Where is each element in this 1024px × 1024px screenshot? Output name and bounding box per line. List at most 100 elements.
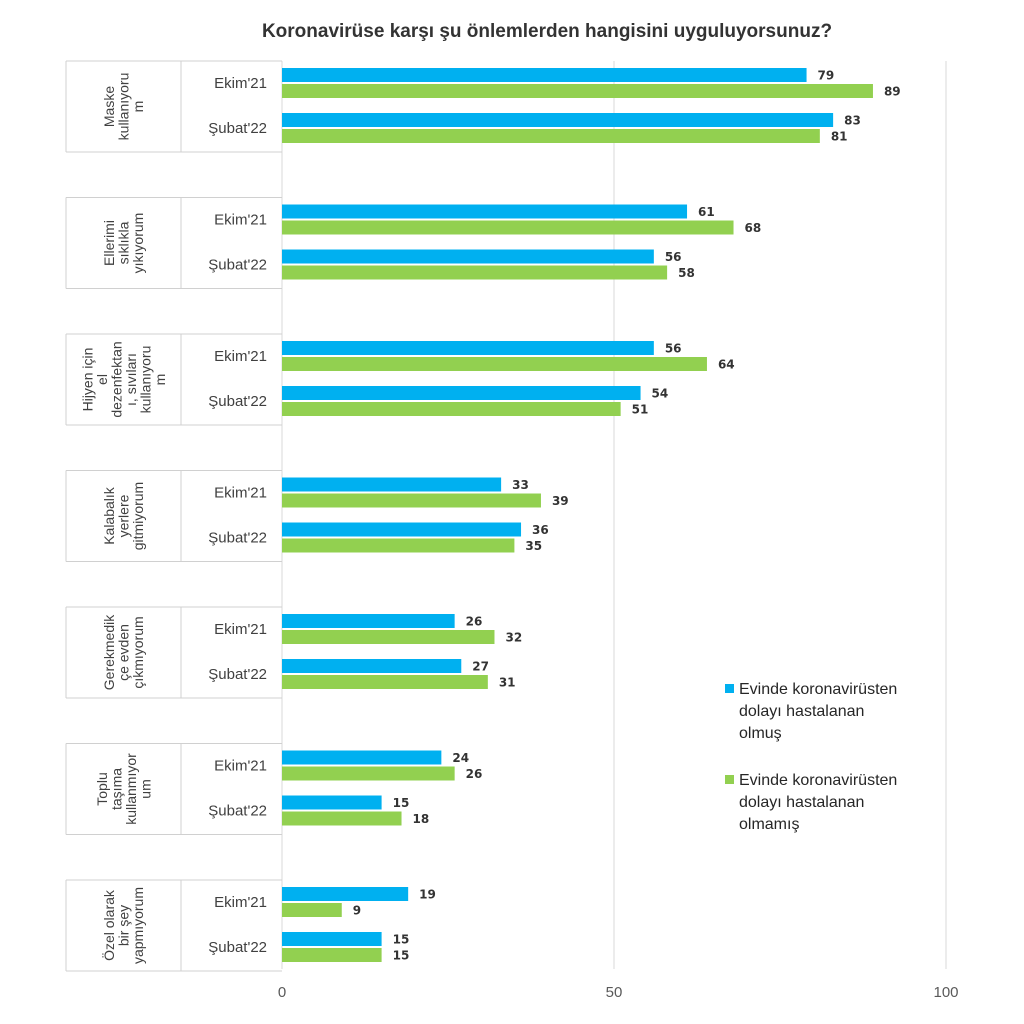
category-label-line: Kalabalık — [101, 486, 117, 545]
tick-label-0: 0 — [278, 984, 286, 1001]
period-label: Ekim'21 — [214, 758, 267, 775]
bar-green — [282, 84, 873, 98]
category-label-line: m — [130, 101, 146, 113]
data-label: 36 — [532, 523, 549, 537]
data-label: 58 — [678, 266, 695, 280]
category-label-line: gitmiyorum — [130, 482, 146, 550]
data-label: 15 — [393, 796, 410, 810]
data-label: 9 — [353, 904, 361, 918]
legend: Evinde koronavirüsten dolayı hastalanan ol… — [725, 681, 897, 833]
period-label: Şubat'22 — [208, 530, 267, 547]
data-label: 35 — [525, 539, 542, 553]
category-label-line: el — [94, 374, 110, 385]
category-label-line: bir şey — [116, 905, 132, 946]
bar-blue — [282, 249, 654, 264]
category-label-line: yıkıyorum — [130, 213, 146, 274]
bar-green — [282, 811, 402, 826]
bar-blue — [282, 113, 834, 127]
legend-label-line: dolayı hastalanan — [739, 794, 864, 811]
category-label-line: Ellerimi — [101, 220, 117, 266]
legend-label-line: Evinde koronavirüsten — [739, 772, 897, 789]
period-label: Şubat'22 — [208, 666, 267, 683]
data-label: 56 — [665, 342, 682, 356]
legend-label-line: olmuş — [739, 725, 782, 742]
data-label: 32 — [505, 631, 522, 645]
data-label: 26 — [466, 615, 483, 629]
category-label-2: Hijyen içineldezenfektanı, sıvılarıkulla… — [79, 341, 168, 417]
bar-blue — [282, 795, 382, 810]
bar-green — [282, 357, 707, 371]
period-label: Ekim'21 — [214, 348, 267, 365]
data-label: 54 — [652, 387, 669, 401]
category-label-line: Hijyen için — [79, 348, 95, 412]
tick-label-100: 100 — [933, 984, 958, 1001]
bar-green — [282, 766, 455, 781]
period-label: Şubat'22 — [208, 120, 267, 137]
bar-blue — [282, 341, 654, 355]
legend-swatch-1 — [725, 775, 734, 784]
data-label: 61 — [698, 205, 715, 219]
legend-label-line: Evinde koronavirüsten — [739, 681, 897, 698]
legend-label-line: dolayı hastalanan — [739, 703, 864, 720]
bar-green — [282, 675, 488, 689]
category-label-line: ı, sıvıları — [123, 353, 139, 406]
bar-blue — [282, 932, 382, 946]
data-label: 68 — [745, 221, 762, 235]
period-label: Ekim'21 — [214, 75, 267, 92]
period-label: Ekim'21 — [214, 485, 267, 502]
data-label: 27 — [472, 660, 489, 674]
bar-blue — [282, 750, 442, 765]
category-label-line: taşıma — [108, 768, 124, 810]
bars — [282, 68, 873, 962]
bar-blue — [282, 386, 641, 400]
data-label: 15 — [393, 933, 410, 947]
bar-green — [282, 538, 515, 553]
data-label: 24 — [452, 751, 469, 765]
period-label: Şubat'22 — [208, 939, 267, 956]
bar-green — [282, 630, 495, 644]
bar-blue — [282, 522, 522, 537]
category-label-line: yapmıyorum — [130, 887, 146, 964]
data-label: 18 — [413, 812, 430, 826]
category-label-line: yerlere — [116, 494, 132, 537]
category-label-line: m — [152, 374, 168, 386]
category-label-line: çıkmıyorum — [130, 616, 146, 688]
category-label-line: dezenfektan — [108, 341, 124, 417]
tick-label-50: 50 — [606, 984, 623, 1001]
data-label: 83 — [844, 114, 861, 128]
chart-title: Koronavirüse karşı şu önlemlerden hangis… — [262, 21, 832, 42]
period-label: Şubat'22 — [208, 803, 267, 820]
data-label: 39 — [552, 494, 569, 508]
bar-green — [282, 493, 541, 508]
category-label-line: çe evden — [116, 624, 132, 681]
category-label-line: Özel olarak — [100, 889, 117, 961]
category-label-1: Ellerimisıklıklayıkıyorum — [101, 213, 146, 274]
period-label: Şubat'22 — [208, 257, 267, 274]
bar-blue — [282, 614, 455, 628]
category-label-line: kullanıyoru — [116, 73, 132, 141]
data-label: 51 — [632, 403, 649, 417]
bar-green — [282, 402, 621, 416]
category-label-5: Toplutaşımakullanmıyorum — [94, 753, 154, 825]
category-label-4: Gerekmedikçe evdençıkmıyorum — [101, 614, 146, 690]
data-label: 64 — [718, 358, 735, 372]
category-label-line: um — [137, 779, 153, 798]
period-label: Ekim'21 — [214, 894, 267, 911]
category-label-line: Toplu — [94, 772, 110, 805]
data-label: 79 — [818, 69, 835, 83]
category-label-line: sıklıkla — [116, 221, 132, 264]
period-label: Ekim'21 — [214, 212, 267, 229]
x-axis-ticks: 0 50 100 — [278, 984, 959, 1001]
category-label-line: Gerekmedik — [101, 614, 117, 690]
category-label-line: kullanmıyor — [123, 753, 139, 825]
data-label: 19 — [419, 888, 436, 902]
legend-swatch-0 — [725, 684, 734, 693]
data-label: 56 — [665, 250, 682, 264]
bar-green — [282, 220, 734, 235]
bar-green — [282, 265, 668, 280]
bar-green — [282, 129, 820, 143]
bar-blue — [282, 68, 807, 82]
bar-green — [282, 903, 342, 917]
